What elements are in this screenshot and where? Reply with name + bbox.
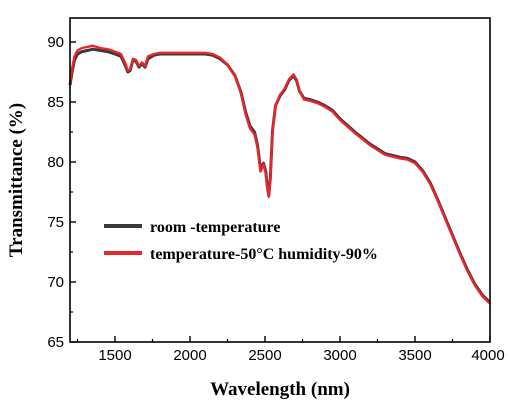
tick-marks: [70, 41, 491, 343]
x-tick-label: 3000: [323, 347, 356, 364]
series-line-1: [68, 44, 491, 305]
legend: room -temperature temperature-50°C humid…: [104, 219, 378, 263]
y-tick-label: 85: [47, 94, 64, 111]
x-tick-label: 2500: [248, 347, 281, 364]
y-tick-label: 70: [47, 274, 64, 291]
y-tick-label: 65: [47, 334, 64, 351]
x-tick-label: 1500: [98, 347, 131, 364]
plot-frame: [69, 17, 491, 343]
x-tick-label: 2000: [173, 347, 206, 364]
x-axis-title: Wavelength (nm): [210, 379, 350, 400]
y-tick-label: 80: [47, 154, 64, 171]
y-axis-title: Transmittance (%): [6, 103, 27, 257]
x-tick-labels: 1500 2000 2500 3000 3500 4000: [98, 347, 504, 364]
y-tick-label: 90: [47, 34, 64, 51]
legend-label-room-temperature: room -temperature: [150, 219, 280, 236]
series-line-0: [68, 47, 492, 304]
series-lines: [68, 44, 492, 305]
x-tick-label: 3500: [398, 347, 431, 364]
legend-label-humidity: temperature-50°C humidity-90%: [150, 246, 378, 263]
y-tick-label: 75: [47, 214, 64, 231]
y-tick-labels: 65 70 75 80 85 90: [47, 34, 64, 351]
x-tick-label: 4000: [471, 347, 504, 364]
